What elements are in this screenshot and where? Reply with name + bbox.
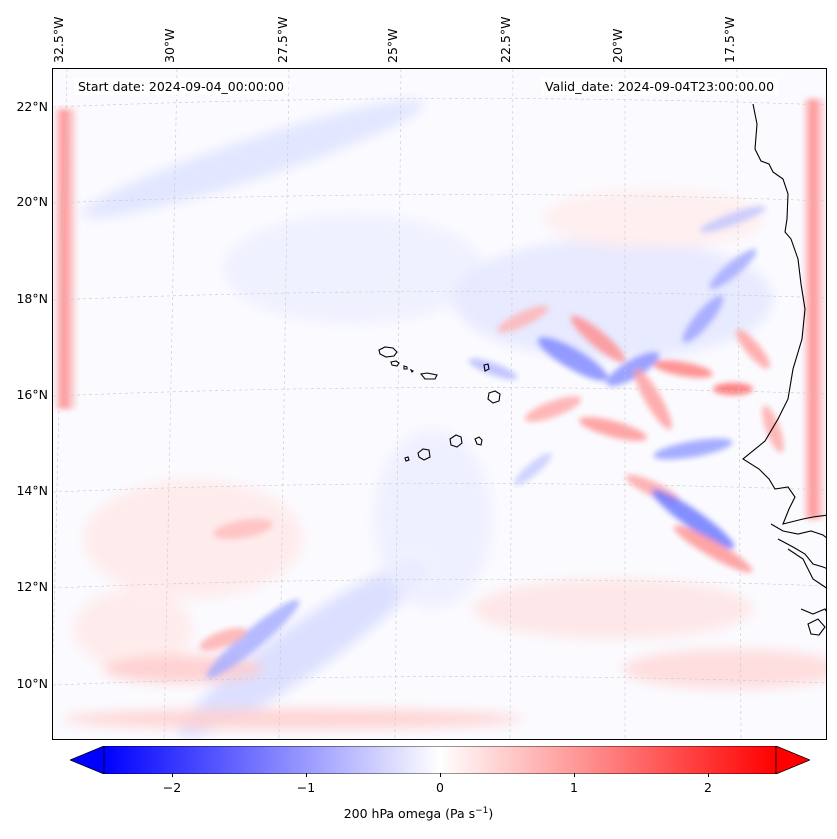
lat-label-14n: 14°N <box>16 483 48 498</box>
omega-active-bands <box>199 205 784 679</box>
colorbar-extend-min <box>68 745 105 775</box>
lon-label-25w: 25°W <box>385 28 400 63</box>
colorbar-tick-label: 0 <box>436 780 444 795</box>
valid-date-label: Valid_date: 2024-09-04T23:00:00.00 <box>541 78 779 95</box>
colorbar-tickmark <box>574 773 575 777</box>
colorbar-tickmark <box>172 773 173 777</box>
colorbar-tick-label: 1 <box>570 780 578 795</box>
omega-field-map <box>53 69 826 739</box>
start-date-label: Start date: 2024-09-04_00:00:00 <box>74 78 288 95</box>
colorbar <box>68 745 812 775</box>
graticule <box>53 69 826 739</box>
colorbar-tick-label: −2 <box>162 780 182 795</box>
colorbar-label-main: 200 hPa omega (Pa s <box>343 806 476 822</box>
omega-soft-patches <box>63 100 826 738</box>
colorbar-label: 200 hPa omega (Pa s−1) <box>0 806 837 821</box>
colorbar-gradient <box>103 745 777 775</box>
lon-label-30w: 30°W <box>162 28 177 63</box>
colorbar-tickmark <box>306 773 307 777</box>
lat-label-18n: 18°N <box>16 291 48 306</box>
colorbar-tick-label: −1 <box>296 780 316 795</box>
lat-label-22n: 22°N <box>16 99 48 114</box>
colorbar-tickmark <box>440 773 441 777</box>
colorbar-label-close: ) <box>488 806 494 822</box>
map-panel <box>52 68 827 740</box>
cape-verde-islands <box>378 346 501 462</box>
lon-label-17-5w: 17.5°W <box>722 16 737 63</box>
colorbar-tickmark <box>708 773 709 777</box>
colorbar-label-exponent: −1 <box>475 806 489 816</box>
lon-label-32-5w: 32.5°W <box>51 16 66 63</box>
lat-label-10n: 10°N <box>16 676 48 691</box>
lat-label-20n: 20°N <box>16 194 48 209</box>
colorbar-tick-label: 2 <box>704 780 712 795</box>
lat-label-12n: 12°N <box>16 579 48 594</box>
lat-label-16n: 16°N <box>16 387 48 402</box>
colorbar-extend-max <box>775 745 812 775</box>
lon-label-22-5w: 22.5°W <box>498 16 513 63</box>
lon-label-27-5w: 27.5°W <box>275 16 290 63</box>
lon-label-20w: 20°W <box>610 28 625 63</box>
west-africa-coastline <box>742 103 826 636</box>
colorbar-svg <box>68 745 812 775</box>
